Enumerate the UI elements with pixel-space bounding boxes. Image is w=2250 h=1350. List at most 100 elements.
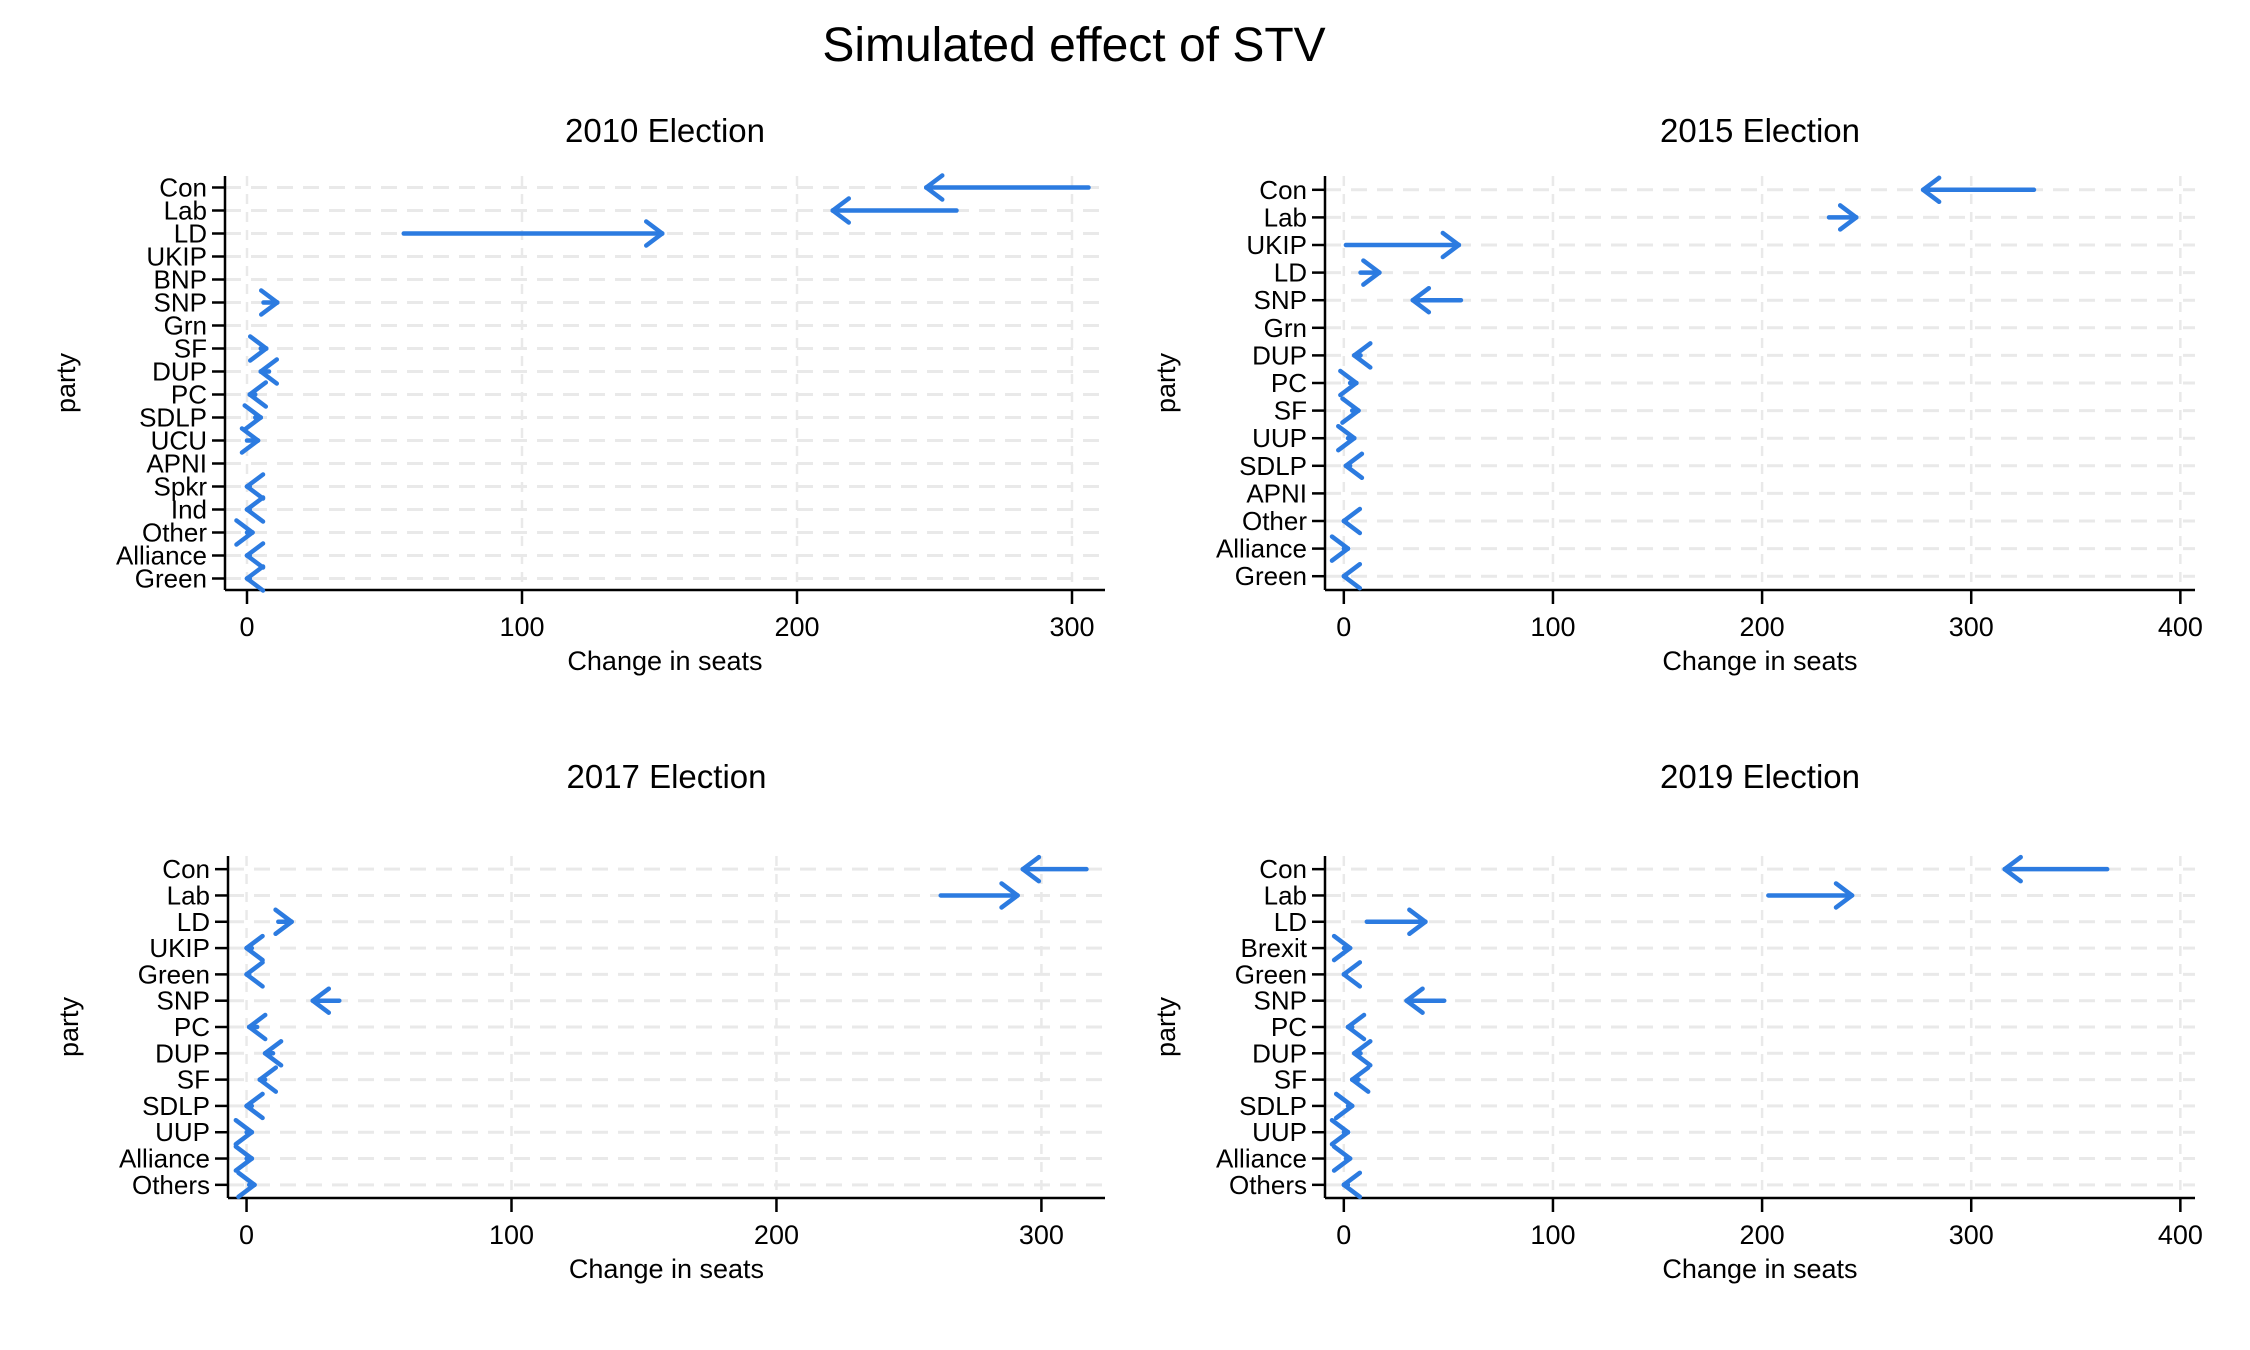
party-label-alliance: Alliance [1216, 1144, 1307, 1174]
arrow-2015-election-ukip [1343, 230, 1462, 260]
arrow-2019-election-snp [1404, 986, 1447, 1015]
arrow-2017-election-uup [233, 1117, 255, 1147]
arrow-2015-election-uup [1336, 423, 1357, 453]
party-label-dup: DUP [1252, 340, 1307, 370]
party-label-sdlp: SDLP [1239, 451, 1307, 481]
arrow-2015-election-ld [1358, 258, 1382, 287]
panel-title: 2015 Election [1660, 112, 1860, 149]
party-label-other: Other [142, 518, 207, 548]
x-tick-label: 300 [1019, 1220, 1064, 1250]
arrow-2010-election-spkr [244, 472, 266, 501]
x-tick-label: 400 [2158, 1220, 2203, 1250]
arrow-2019-election-others [1341, 1170, 1363, 1200]
party-label-pc: PC [174, 1012, 210, 1042]
arrow-2017-election-con [1020, 854, 1089, 884]
x-tick-label: 0 [1336, 1220, 1351, 1250]
y-axis-label: party [54, 996, 84, 1057]
arrows [234, 173, 1091, 593]
party-label-lab: Lab [1264, 202, 1307, 232]
party-label-others: Others [1229, 1170, 1307, 1200]
arrow-2010-election-ld [401, 219, 665, 248]
arrow-2017-election-sdlp [244, 1091, 265, 1121]
arrow-2015-election-sdlp [1343, 451, 1365, 481]
panel-2019-election: 0 100 200 300 400 ConLabLDBrexitGreenSNPPCDUP… [1151, 758, 2203, 1284]
arrow-2010-election-dup [258, 357, 279, 386]
arrow-2015-election-lab [1826, 203, 1859, 232]
party-label-snp: SNP [154, 288, 207, 318]
x-tick-label: 0 [239, 612, 254, 642]
x-axis-label: Change in seats [567, 646, 762, 676]
arrow-2017-election-ukip [244, 933, 265, 963]
x-tick-label: 100 [499, 612, 544, 642]
party-label-snp: SNP [1254, 285, 1307, 315]
arrow-2017-election-dup [262, 1039, 284, 1068]
arrow-2019-election-ld [1364, 907, 1428, 937]
arrow-2019-election-sdlp [1333, 1091, 1355, 1121]
arrows [233, 854, 1089, 1200]
y-axis-label: party [51, 352, 81, 413]
party-label-uup: UUP [1252, 423, 1307, 453]
party-label-dup: DUP [155, 1038, 210, 1068]
party-label-ukip: UKIP [149, 933, 210, 963]
arrow-2019-election-con [2002, 854, 2110, 884]
party-label-ind: Ind [171, 495, 207, 525]
arrows [1329, 854, 2110, 1200]
panel-title: 2017 Election [567, 758, 767, 795]
party-label-pc: PC [171, 380, 207, 410]
arrow-2019-election-green [1341, 960, 1363, 989]
gridlines [225, 176, 1105, 590]
arrow-2015-election-alliance [1329, 534, 1351, 563]
arrow-2019-election-sf [1349, 1065, 1371, 1094]
party-label-dup: DUP [1252, 1038, 1307, 1068]
party-label-pc: PC [1271, 1012, 1307, 1042]
party-label-sf: SF [1274, 1065, 1307, 1095]
party-label-sf: SF [177, 1065, 210, 1095]
panel-2017-election: 0 100 200 300 ConLabLDUKIPGreenSNPPCDUPSFSDL… [54, 758, 1105, 1284]
party-label-green: Green [1235, 959, 1307, 989]
arrow-2010-election-ucu [239, 426, 261, 455]
panel-title: 2010 Election [565, 112, 765, 149]
party-label-con: Con [162, 854, 210, 884]
arrow-2010-election-pc [247, 380, 268, 409]
arrow-2010-election-sdlp [242, 403, 263, 432]
x-tick-label: 100 [1530, 1220, 1575, 1250]
panel-title: 2019 Election [1660, 758, 1860, 795]
arrow-2019-election-uup [1329, 1117, 1351, 1147]
arrow-2015-election-other [1341, 506, 1363, 536]
party-label-ld: LD [1274, 258, 1307, 288]
party-label-dup: DUP [152, 357, 207, 387]
axes [212, 176, 1105, 604]
party-label-green: Green [138, 959, 210, 989]
arrow-2019-election-lab [1766, 881, 1855, 910]
y-axis-label: party [1151, 996, 1181, 1057]
party-label-alliance: Alliance [119, 1144, 210, 1174]
party-label-snp: SNP [1254, 986, 1307, 1016]
party-label-brexit: Brexit [1241, 933, 1308, 963]
x-tick-label: 100 [1530, 612, 1575, 642]
party-label-grn: Grn [1264, 313, 1307, 343]
arrow-2019-election-dup [1352, 1039, 1373, 1068]
party-label-grn: Grn [164, 311, 207, 341]
arrow-2010-election-sf [248, 334, 269, 363]
y-axis-label: party [1151, 352, 1181, 413]
party-label-ld: LD [174, 219, 207, 249]
arrow-2017-election-ld [273, 907, 294, 937]
x-tick-label: 0 [1336, 612, 1351, 642]
arrow-2015-election-con [1920, 175, 2037, 205]
party-label-sf: SF [174, 334, 207, 364]
party-label-alliance: Alliance [1216, 534, 1307, 564]
party-label-bnp: BNP [154, 265, 207, 295]
arrow-2015-election-green [1341, 561, 1363, 591]
axes [1312, 856, 2195, 1212]
x-axis-label: Change in seats [1662, 1254, 1857, 1284]
arrow-2019-election-brexit [1331, 933, 1353, 963]
party-label-sf: SF [1274, 396, 1307, 426]
party-label-pc: PC [1271, 368, 1307, 398]
party-label-con: Con [1259, 854, 1307, 884]
party-label-others: Others [132, 1170, 210, 1200]
party-label-apni: APNI [146, 449, 207, 479]
x-tick-label: 300 [1049, 612, 1094, 642]
gridlines [1325, 176, 2195, 590]
